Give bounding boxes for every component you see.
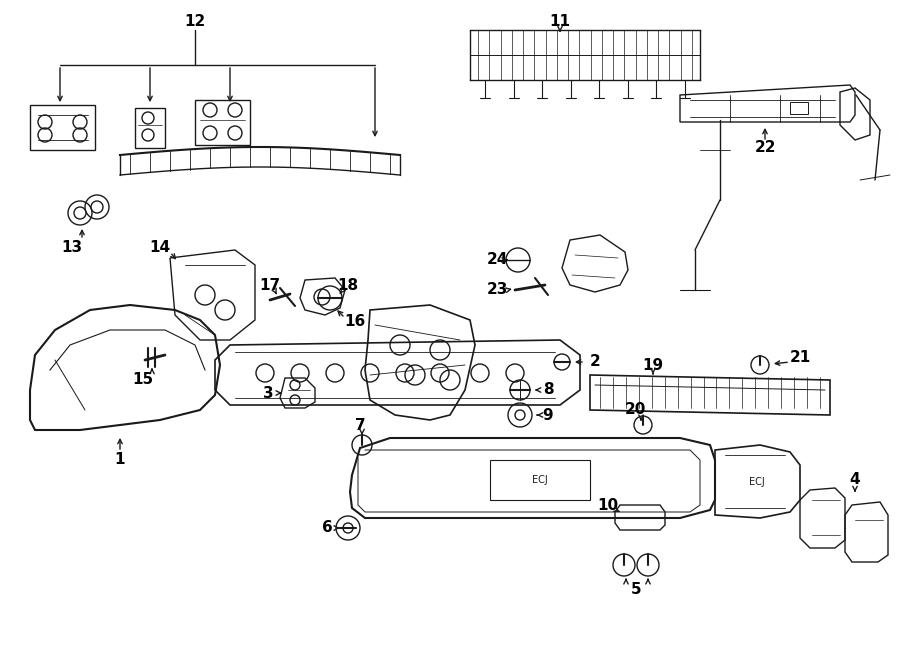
Bar <box>490 460 590 500</box>
Text: ECJ: ECJ <box>532 475 548 485</box>
Text: 11: 11 <box>550 15 571 30</box>
Text: 15: 15 <box>132 373 154 387</box>
Text: 14: 14 <box>149 241 171 256</box>
Bar <box>790 102 808 114</box>
Text: 24: 24 <box>486 253 508 268</box>
Text: 12: 12 <box>184 15 205 30</box>
Text: 4: 4 <box>850 473 860 488</box>
Text: 7: 7 <box>355 418 365 432</box>
Text: 17: 17 <box>259 278 281 293</box>
Text: ECJ: ECJ <box>749 477 765 487</box>
Text: 2: 2 <box>590 354 600 369</box>
Text: 5: 5 <box>631 582 642 598</box>
Text: 8: 8 <box>543 383 553 397</box>
Text: 22: 22 <box>754 141 776 155</box>
Text: 18: 18 <box>338 278 358 293</box>
Text: 23: 23 <box>486 282 508 297</box>
Text: 13: 13 <box>61 239 83 254</box>
Text: 10: 10 <box>598 498 618 512</box>
Text: 9: 9 <box>543 407 553 422</box>
Text: 21: 21 <box>789 350 811 366</box>
Text: 19: 19 <box>643 358 663 373</box>
Text: 16: 16 <box>345 315 365 329</box>
Text: 20: 20 <box>625 403 645 418</box>
Text: 1: 1 <box>115 453 125 467</box>
Text: 3: 3 <box>263 385 274 401</box>
Text: 6: 6 <box>321 520 332 535</box>
